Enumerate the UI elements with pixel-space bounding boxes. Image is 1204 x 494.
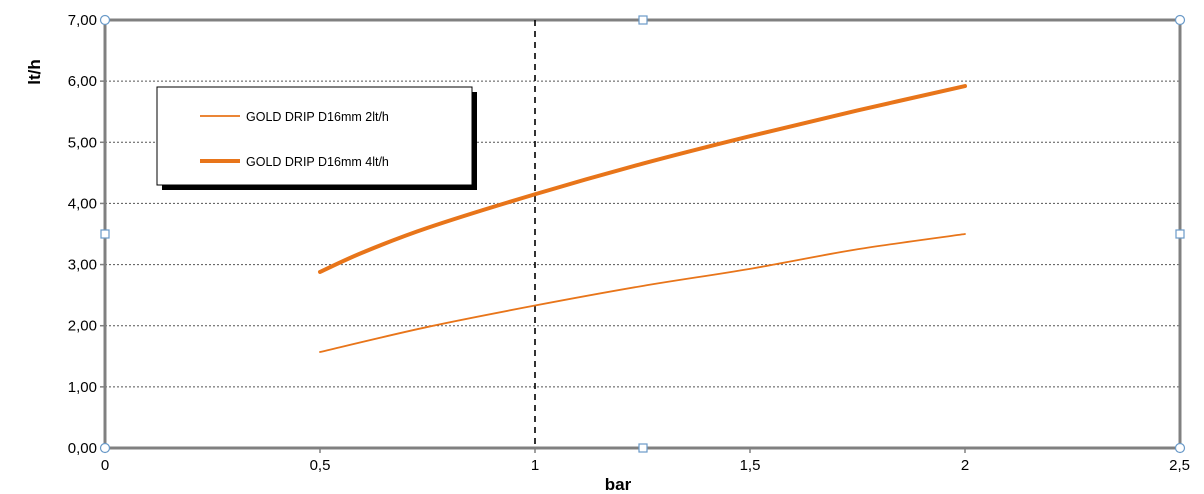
handle-middle-right: [1175, 229, 1185, 239]
y-tick-label: 4,00: [68, 195, 97, 212]
y-tick-label: 5,00: [68, 134, 97, 151]
x-tick-label: 2,5: [1169, 457, 1190, 474]
y-tick-label: 2,00: [68, 318, 97, 335]
y-tick-label: 0,00: [68, 440, 97, 457]
y-tick-label: 3,00: [68, 257, 97, 274]
handle-middle-left: [100, 229, 110, 239]
handle-top-right: [1174, 14, 1186, 26]
handle-bottom-center: [638, 443, 648, 453]
legend-box: [156, 86, 473, 186]
x-axis-title: bar: [605, 475, 632, 494]
series-line-2: [318, 84, 967, 274]
handle-bottom-right: [1174, 442, 1186, 454]
y-tick-label: 7,00: [68, 12, 97, 29]
x-tick-label: 0: [101, 457, 109, 474]
y-tick-label: 1,00: [68, 379, 97, 396]
legend: GOLD DRIP D16mm 2lt/h GOLD DRIP D16mm 4l…: [156, 86, 477, 190]
y-tick-label: 6,00: [68, 73, 97, 90]
handle-bottom-left: [99, 442, 111, 454]
handle-top-center: [638, 15, 648, 25]
plot-frame: [103, 18, 1182, 450]
legend-label-series-2: GOLD DRIP D16mm 4lt/h: [246, 155, 389, 169]
x-tick-label: 0,5: [310, 457, 331, 474]
handle-top-left: [99, 14, 111, 26]
series-line-1: [319, 233, 966, 353]
x-tick-label: 1: [531, 457, 539, 474]
legend-label-series-1: GOLD DRIP D16mm 2lt/h: [246, 110, 389, 124]
x-tick-label: 2: [961, 457, 969, 474]
x-tick-label: 1,5: [740, 457, 761, 474]
y-axis-title: lt/h: [25, 59, 44, 85]
